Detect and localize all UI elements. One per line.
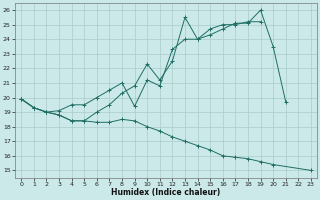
- X-axis label: Humidex (Indice chaleur): Humidex (Indice chaleur): [111, 188, 221, 197]
